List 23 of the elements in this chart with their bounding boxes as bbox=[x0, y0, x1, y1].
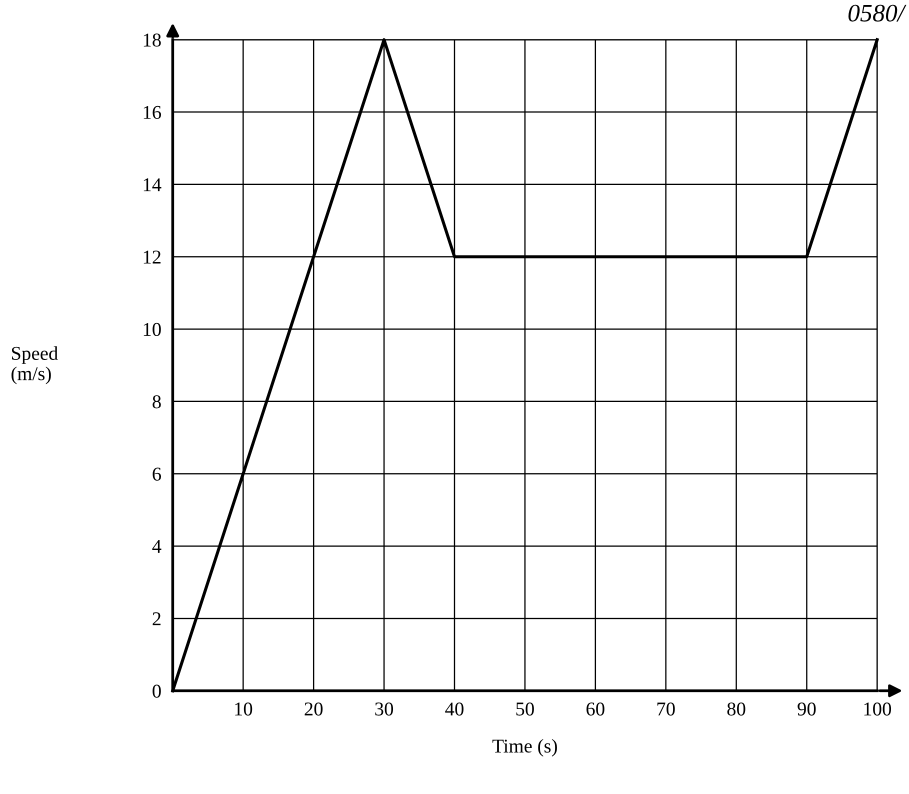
y-tick-label: 16 bbox=[144, 106, 162, 119]
y-tick-label: 2 bbox=[152, 612, 161, 626]
text: 0580/ bbox=[848, 4, 906, 22]
x-tick-label: 90 bbox=[798, 702, 816, 716]
y-tick-label: 12 bbox=[144, 250, 161, 264]
x-tick-label: 100 bbox=[864, 702, 892, 716]
y-tick-label: 4 bbox=[152, 540, 162, 553]
y-tick-label: 0 bbox=[152, 684, 161, 698]
x-tick-label: 50 bbox=[516, 702, 534, 716]
x-tick-label: 70 bbox=[657, 702, 675, 716]
y-tick-label: 14 bbox=[144, 178, 162, 192]
x-tick-label: 60 bbox=[586, 702, 604, 716]
y-axis-title: Speed (m/s) bbox=[12, 346, 58, 384]
x-tick-label: 40 bbox=[445, 702, 464, 716]
x-tick-label: 80 bbox=[727, 702, 746, 716]
x-tick-label: 10 bbox=[235, 702, 252, 716]
y-tick-label: 18 bbox=[144, 34, 161, 47]
y-tick-label: 6 bbox=[152, 468, 162, 481]
y-tick-label: 8 bbox=[152, 395, 161, 408]
x-tick-label: 30 bbox=[375, 702, 394, 716]
y-tick-label: 10 bbox=[144, 322, 161, 336]
x-axis-title: Time (s) bbox=[492, 738, 557, 757]
x-tick-label: 20 bbox=[304, 702, 323, 716]
